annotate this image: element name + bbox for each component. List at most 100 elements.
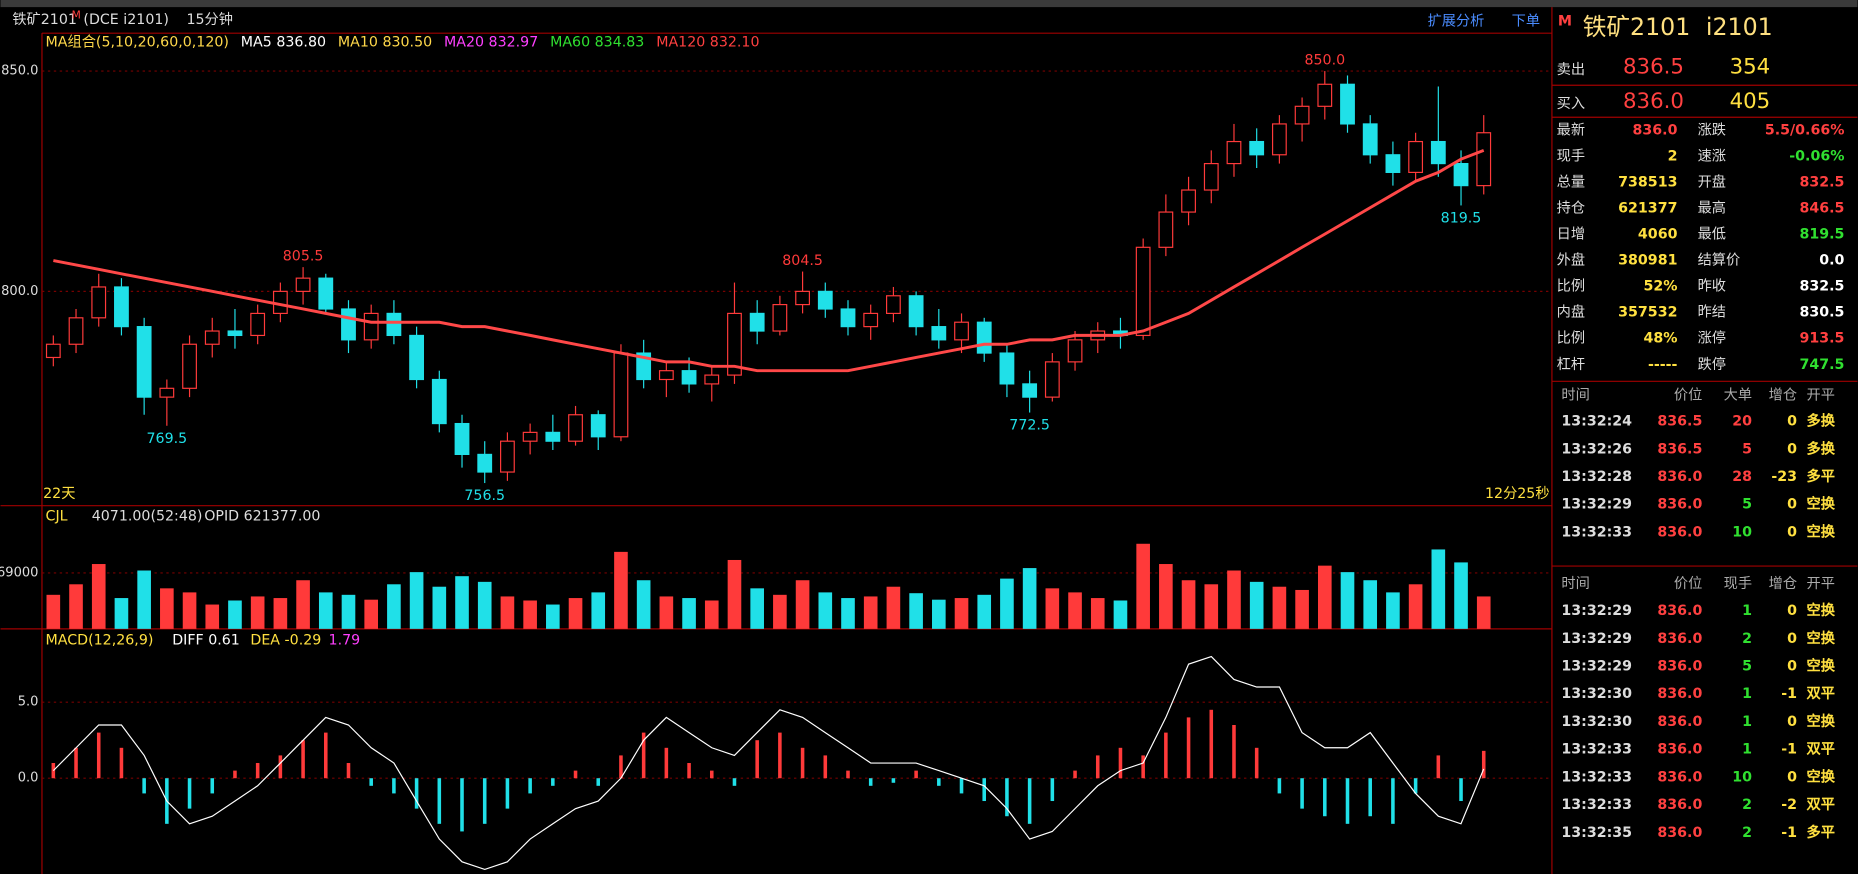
table-cell: 空换 <box>1807 601 1836 619</box>
volume-bar <box>1272 586 1287 629</box>
table-cell: 836.0 <box>1657 825 1702 841</box>
table-cell: 1 <box>1742 686 1752 702</box>
macd-bar <box>1368 778 1372 817</box>
table-cell: 836.0 <box>1657 497 1702 513</box>
macd-bar <box>687 763 691 779</box>
volume-bar <box>1476 596 1491 629</box>
pane-title: MACD(12,26,9) <box>46 633 154 649</box>
volume-bar <box>659 596 674 629</box>
candle-body <box>159 387 175 398</box>
table-cell: 20 <box>1732 414 1752 430</box>
field-label: 日增 <box>1557 225 1585 242</box>
volume-bar <box>46 594 61 629</box>
volume-bar <box>886 586 901 629</box>
table-cell: 13:32:29 <box>1561 603 1632 619</box>
volume-bar <box>1431 549 1446 629</box>
candle-body <box>976 321 992 354</box>
table-cell: 836.0 <box>1657 714 1702 730</box>
macd-bar <box>1436 755 1441 779</box>
table-cell: 836.0 <box>1657 631 1702 647</box>
volume-bar <box>1295 589 1309 629</box>
volume-bar <box>795 580 810 629</box>
table-cell: 836.0 <box>1657 769 1702 785</box>
table-cell: 836.0 <box>1657 742 1702 758</box>
candle-body <box>999 352 1015 385</box>
table-cell: 2 <box>1742 631 1752 647</box>
volume-bar <box>500 596 515 629</box>
table-cell: 0 <box>1787 414 1797 430</box>
field-value: 0.0 <box>1819 253 1844 269</box>
macd-bar <box>664 747 669 779</box>
table-cell: 13:32:33 <box>1561 769 1632 785</box>
field-value: 2 <box>1668 148 1678 164</box>
quote-code: i2101 <box>1706 13 1773 41</box>
table-cell: 13:32:29 <box>1561 497 1632 513</box>
table-header: 开平 <box>1807 388 1835 404</box>
side-price: 836.0 <box>1623 89 1684 114</box>
macd-bar <box>1164 732 1168 779</box>
field-label: 涨跌 <box>1698 121 1726 138</box>
macd-bar <box>1300 778 1304 809</box>
candle-body <box>749 312 765 332</box>
macd-bar <box>1027 778 1032 824</box>
macd-bar <box>369 778 373 786</box>
table-cell: 0 <box>1787 603 1797 619</box>
table-cell: 13:32:26 <box>1561 441 1632 457</box>
period[interactable]: 15分钟 <box>186 11 232 28</box>
candle-body <box>613 352 629 438</box>
table-cell: 2 <box>1742 825 1752 841</box>
table-cell: 5 <box>1742 441 1752 457</box>
side-size: 405 <box>1730 89 1771 114</box>
volume-bar <box>1068 592 1082 629</box>
volume-bar <box>1204 584 1219 629</box>
table-cell: 多换 <box>1807 412 1836 430</box>
volume-bar <box>1408 584 1423 629</box>
code: (DCE i2101) <box>83 12 169 28</box>
macd-bar <box>823 755 828 779</box>
macd-bar <box>1186 717 1191 779</box>
candle-body <box>1158 211 1174 248</box>
table-cell: 13:32:30 <box>1561 714 1632 730</box>
candle-body <box>409 334 425 381</box>
candle-body <box>1271 123 1287 156</box>
volume-bar <box>977 594 992 629</box>
table-cell: -2 <box>1781 797 1797 813</box>
y-tick-label: 850.0 <box>1 64 38 79</box>
y-tick-label: 69000 <box>0 565 38 580</box>
candle-body <box>454 422 470 456</box>
tool[interactable]: 扩展分析 <box>1428 12 1485 29</box>
table-cell: 空换 <box>1807 629 1836 647</box>
table-cell: 1 <box>1742 714 1752 730</box>
volume-bar <box>364 599 379 629</box>
field-value: 832.5 <box>1800 279 1845 295</box>
field-value: 819.5 <box>1800 226 1845 242</box>
table-header: 价位 <box>1674 575 1702 592</box>
field-label: 最高 <box>1698 199 1726 216</box>
macd-bar <box>1141 755 1145 779</box>
macd-bar <box>959 778 964 794</box>
field-label: 杠杆 <box>1557 356 1585 373</box>
frame <box>0 7 1858 874</box>
macd-bar <box>51 763 56 779</box>
table-cell: 0 <box>1787 524 1797 540</box>
volume-bar <box>750 588 764 629</box>
macd-bar <box>891 778 896 783</box>
field-value: 357532 <box>1618 305 1677 321</box>
field-label: 外盘 <box>1557 251 1585 269</box>
field-label: 最新 <box>1557 121 1585 138</box>
legend-entry: MA20 832.97 <box>444 35 538 51</box>
tool[interactable]: 下单 <box>1512 12 1540 29</box>
macd-bar <box>324 732 328 779</box>
volume-bar <box>341 594 356 629</box>
candle-body <box>954 321 969 341</box>
volume-bar <box>1386 592 1400 629</box>
candle-body <box>1294 105 1310 125</box>
candle-body <box>45 343 61 359</box>
volume-bar <box>205 604 220 629</box>
candle-body <box>250 312 266 337</box>
table-cell: 空换 <box>1807 712 1836 730</box>
field-value: 738513 <box>1618 174 1677 190</box>
field-label: 总量 <box>1557 173 1585 190</box>
macd-bar <box>755 740 759 779</box>
candle-body <box>1203 162 1219 191</box>
